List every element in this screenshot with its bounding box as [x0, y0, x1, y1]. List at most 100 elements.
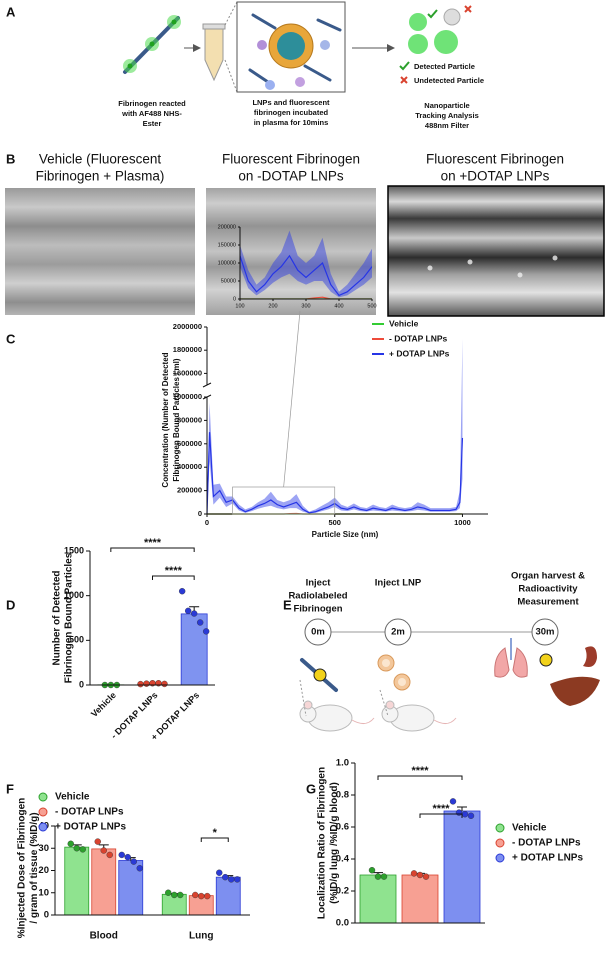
bar — [401, 874, 439, 924]
data-point — [416, 871, 424, 879]
kidney — [583, 646, 597, 667]
image-title: on +DOTAP LNPs — [441, 169, 550, 184]
mouse-ear — [385, 700, 395, 710]
y-tick-label: 1000000 — [173, 392, 202, 401]
legend-label: Undetected Particle — [414, 76, 484, 85]
data-point — [184, 607, 192, 615]
significance-label: * — [213, 827, 218, 839]
series-line — [240, 254, 372, 297]
significance-bracket — [152, 575, 195, 580]
y-axis-label-line: %Injected Dose of Fibrinogen — [17, 798, 28, 939]
inset-y-tick-label: 50000 — [221, 278, 236, 284]
y-tick-label: 0.8 — [336, 790, 349, 801]
legend-label: Vehicle — [55, 792, 90, 803]
significance-label: **** — [144, 537, 162, 549]
y-tick-label: 2000000 — [173, 322, 202, 331]
step-caption: Nanoparticle — [424, 101, 469, 110]
x-mark — [400, 76, 408, 84]
y-axis-label-line: Fibrinogen Bound Particles — [64, 552, 75, 683]
time-marker — [531, 618, 559, 646]
bar — [443, 810, 481, 924]
zoom-line — [224, 1, 238, 26]
data-point — [177, 891, 184, 899]
data-point — [130, 858, 137, 865]
lnp-core — [398, 678, 406, 686]
lungs — [494, 647, 528, 678]
data-point — [161, 680, 168, 688]
x-tick-label: Blood — [90, 931, 118, 942]
panel-label: F — [6, 781, 14, 796]
data-point — [165, 889, 172, 896]
fibrinogen — [251, 13, 277, 30]
data-point — [234, 876, 241, 883]
data-point — [94, 838, 101, 845]
step-caption: Radioactivity — [518, 584, 578, 595]
data-point — [449, 798, 457, 805]
plasma-protein — [320, 40, 330, 50]
y-axis-label-line: (%ID/g lung /%ID/g blood) — [329, 782, 340, 904]
legend-label: - DOTAP LNPs — [55, 807, 124, 818]
data-point — [198, 892, 205, 900]
particle-spot — [467, 259, 473, 265]
time-label: 0m — [311, 627, 325, 638]
legend-label: Vehicle — [512, 823, 547, 834]
panel-label: A — [6, 4, 16, 19]
plasma-protein — [257, 40, 267, 50]
y-axis-label: Localization Ratio of Fibrinogen (%ID/g l… — [317, 767, 341, 919]
significance-label: **** — [411, 765, 429, 777]
bar — [91, 848, 117, 916]
microscopy-image — [206, 188, 376, 315]
data-point — [143, 680, 150, 687]
legend-marker — [495, 838, 505, 848]
significance-bracket — [200, 837, 229, 842]
lnp-core — [382, 659, 390, 667]
x-tick-label: 500 — [328, 518, 341, 527]
panel-label: G — [306, 781, 316, 796]
y-tick-label: 800000 — [177, 415, 202, 424]
data-point — [461, 811, 469, 818]
time-label: 30m — [535, 627, 554, 638]
y-tick-label: 1000 — [64, 590, 84, 600]
time-marker — [384, 618, 412, 646]
check-mark — [399, 61, 410, 71]
inset-x-tick-label: 200 — [268, 303, 277, 309]
legend-label: - DOTAP LNPs — [389, 333, 448, 343]
legend-marker — [495, 853, 505, 863]
legend-label: + DOTAP LNPs — [512, 853, 583, 864]
data-point — [368, 867, 376, 874]
tube-cap — [202, 23, 226, 30]
step-caption: Measurement — [517, 597, 579, 608]
legend-marker — [495, 823, 505, 833]
data-point — [124, 853, 131, 861]
x-mark — [464, 5, 472, 13]
significance-bracket — [419, 813, 463, 818]
y-tick-label: 0.0 — [336, 918, 349, 929]
step-caption: Radiolabeled — [288, 591, 347, 602]
y-tick-label: 0.6 — [336, 822, 349, 833]
y-tick-label: 1800000 — [173, 345, 202, 354]
dye — [127, 63, 133, 69]
legend-label: Vehicle — [389, 318, 419, 328]
data-point — [67, 840, 74, 847]
particle-spot — [517, 272, 523, 278]
microscopy-image — [387, 185, 605, 317]
legend-label: - DOTAP LNPs — [512, 838, 581, 849]
y-tick-label: 10 — [38, 887, 49, 898]
particle-spot — [552, 255, 558, 261]
y-tick-label: 1500 — [64, 545, 84, 555]
plasma-protein — [265, 80, 275, 90]
data-point — [374, 873, 382, 880]
detected-glow — [408, 34, 428, 54]
significance-bracket — [110, 547, 195, 552]
image-title: Fibrinogen + Plasma) — [36, 169, 165, 184]
data-point — [73, 845, 80, 852]
data-point — [216, 869, 223, 876]
injection-line — [379, 689, 389, 717]
fibrinogen-icon — [123, 15, 181, 74]
y-tick-label: 1600000 — [173, 368, 202, 377]
data-point — [410, 870, 418, 877]
inset-y-tick-label: 0 — [233, 296, 236, 302]
step-caption: Tracking Analysis — [415, 111, 479, 120]
data-point — [202, 628, 210, 635]
y-axis-label: Concentration (Number of Detected Fibrino… — [161, 352, 181, 487]
